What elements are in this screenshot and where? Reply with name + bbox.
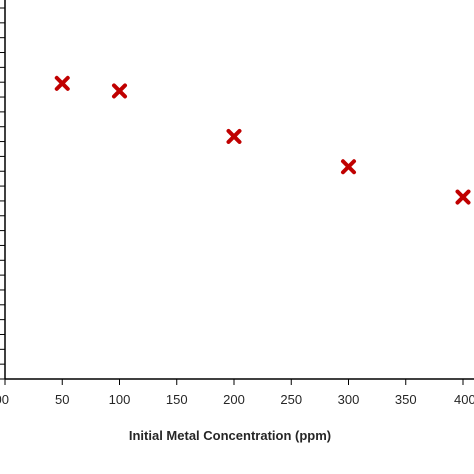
data-points: [54, 75, 471, 205]
x-tick-label: 200: [223, 392, 245, 407]
x-axis-ticks: [4, 379, 464, 385]
x-tick-label: 100: [109, 392, 131, 407]
x-tick-label: 350: [395, 392, 417, 407]
x-tick-label: 150: [166, 392, 188, 407]
data-point: [112, 83, 127, 99]
x-tick-label: 250: [280, 392, 302, 407]
x-tick-label: 00: [0, 392, 9, 407]
data-point: [455, 189, 471, 205]
data-point: [226, 128, 242, 144]
data-point: [341, 159, 356, 175]
x-tick-label: 50: [55, 392, 69, 407]
data-point: [54, 75, 70, 91]
y-axis-ticks: [0, 7, 5, 380]
axes: [0, 0, 474, 385]
x-axis-title: Initial Metal Concentration (ppm): [129, 428, 331, 443]
x-tick-label: 400: [454, 392, 474, 407]
x-tick-label: 300: [338, 392, 360, 407]
x-axis-tick-labels: 00 50 100 150 200 250 300 350 400: [0, 392, 474, 407]
